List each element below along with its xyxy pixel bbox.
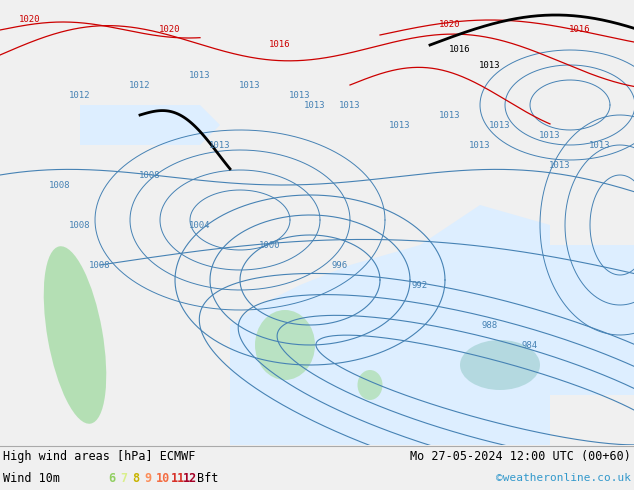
Text: 11: 11	[171, 471, 185, 485]
Polygon shape	[390, 245, 480, 395]
Ellipse shape	[44, 246, 107, 424]
Text: 1013: 1013	[469, 141, 491, 149]
Polygon shape	[520, 245, 634, 395]
Text: 1013: 1013	[239, 80, 261, 90]
Text: 1004: 1004	[190, 220, 210, 229]
Text: 1013: 1013	[489, 121, 511, 129]
Text: Wind 10m: Wind 10m	[3, 471, 60, 485]
Text: 1008: 1008	[49, 180, 71, 190]
Text: 1020: 1020	[439, 21, 461, 29]
Ellipse shape	[255, 310, 315, 380]
Text: High wind areas [hPa] ECMWF: High wind areas [hPa] ECMWF	[3, 449, 195, 463]
Text: 1013: 1013	[289, 91, 311, 99]
Text: 1016: 1016	[450, 46, 471, 54]
Text: 1013: 1013	[190, 71, 210, 79]
Text: 1016: 1016	[269, 41, 291, 49]
Text: 12: 12	[183, 471, 197, 485]
Text: 996: 996	[332, 261, 348, 270]
Text: 8: 8	[132, 471, 139, 485]
Text: 1008: 1008	[139, 171, 161, 179]
Text: 1020: 1020	[159, 25, 181, 34]
Text: 10: 10	[156, 471, 171, 485]
Text: 9: 9	[144, 471, 151, 485]
Text: 988: 988	[482, 320, 498, 329]
Text: 1013: 1013	[479, 60, 501, 70]
Text: 6: 6	[108, 471, 115, 485]
Ellipse shape	[460, 340, 540, 390]
Ellipse shape	[358, 370, 382, 400]
Text: 1012: 1012	[69, 91, 91, 99]
Text: 1013: 1013	[549, 161, 571, 170]
Text: 1013: 1013	[439, 111, 461, 120]
Polygon shape	[230, 205, 550, 445]
Text: 992: 992	[412, 280, 428, 290]
Text: 1012: 1012	[129, 80, 151, 90]
Polygon shape	[80, 105, 220, 145]
Text: 1013: 1013	[339, 100, 361, 109]
Text: 984: 984	[522, 341, 538, 349]
Text: 1016: 1016	[569, 25, 591, 34]
Text: Bft: Bft	[197, 471, 218, 485]
Text: 1000: 1000	[259, 241, 281, 249]
Text: 7: 7	[120, 471, 127, 485]
Text: 1013: 1013	[389, 121, 411, 129]
Text: 1008: 1008	[69, 220, 91, 229]
Text: Mo 27-05-2024 12:00 UTC (00+60): Mo 27-05-2024 12:00 UTC (00+60)	[410, 449, 631, 463]
Text: 1013: 1013	[209, 141, 231, 149]
Text: 1008: 1008	[89, 261, 111, 270]
Text: 1013: 1013	[540, 130, 560, 140]
Text: 1020: 1020	[19, 16, 41, 24]
Text: ©weatheronline.co.uk: ©weatheronline.co.uk	[496, 473, 631, 483]
Text: 1013: 1013	[589, 141, 611, 149]
Text: 1013: 1013	[304, 100, 326, 109]
